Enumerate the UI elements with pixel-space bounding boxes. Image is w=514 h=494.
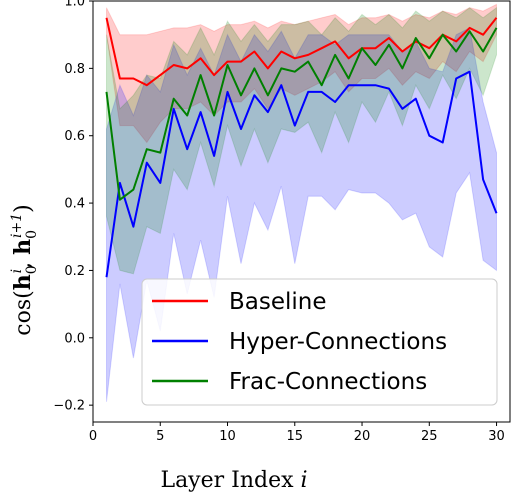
baseline-line (105, 17, 498, 87)
y-tick-label: 1.0 (64, 0, 85, 10)
y-axis-ticks: −0.2 0.0 0.2 0.4 0.6 0.8 1.0 (53, 0, 93, 414)
baseline-band (106, 3, 497, 144)
y-axis-label: cos(h0i, h0i+1) (9, 204, 40, 336)
y-tick-label: 0.8 (64, 62, 85, 77)
series-lines (105, 17, 498, 278)
x-axis-label: Layer Index i (160, 468, 307, 493)
plot-frame (92, 0, 511, 423)
legend-box (141, 278, 498, 406)
x-tick-label: 10 (219, 429, 236, 444)
hyper-connections-legend-label: Hyper-Connections (229, 329, 447, 355)
y-tick-label: 0.2 (64, 264, 85, 279)
x-tick-label: 0 (89, 429, 97, 444)
frac-connections-band (106, 6, 497, 275)
y-tick-label: 0.4 (64, 197, 85, 212)
x-tick-label: 30 (488, 429, 505, 444)
hyper-connections-line (105, 70, 498, 278)
x-axis-ticks: 0 5 10 15 20 25 30 (89, 422, 505, 444)
frac-connections-line (105, 27, 498, 201)
x-tick-label: 20 (354, 429, 371, 444)
baseline-legend-label: Baseline (229, 289, 327, 315)
x-tick-label: 25 (421, 429, 438, 444)
x-tick-label: 5 (156, 429, 164, 444)
legend: Baseline Hyper-Connections Frac-Connection… (141, 278, 498, 406)
y-tick-label: 0.0 (64, 331, 85, 346)
x-tick-label: 15 (287, 429, 304, 444)
y-tick-label: −0.2 (53, 399, 85, 414)
y-tick-label: 0.6 (64, 129, 85, 144)
frac-connections-legend-label: Frac-Connections (229, 369, 427, 395)
